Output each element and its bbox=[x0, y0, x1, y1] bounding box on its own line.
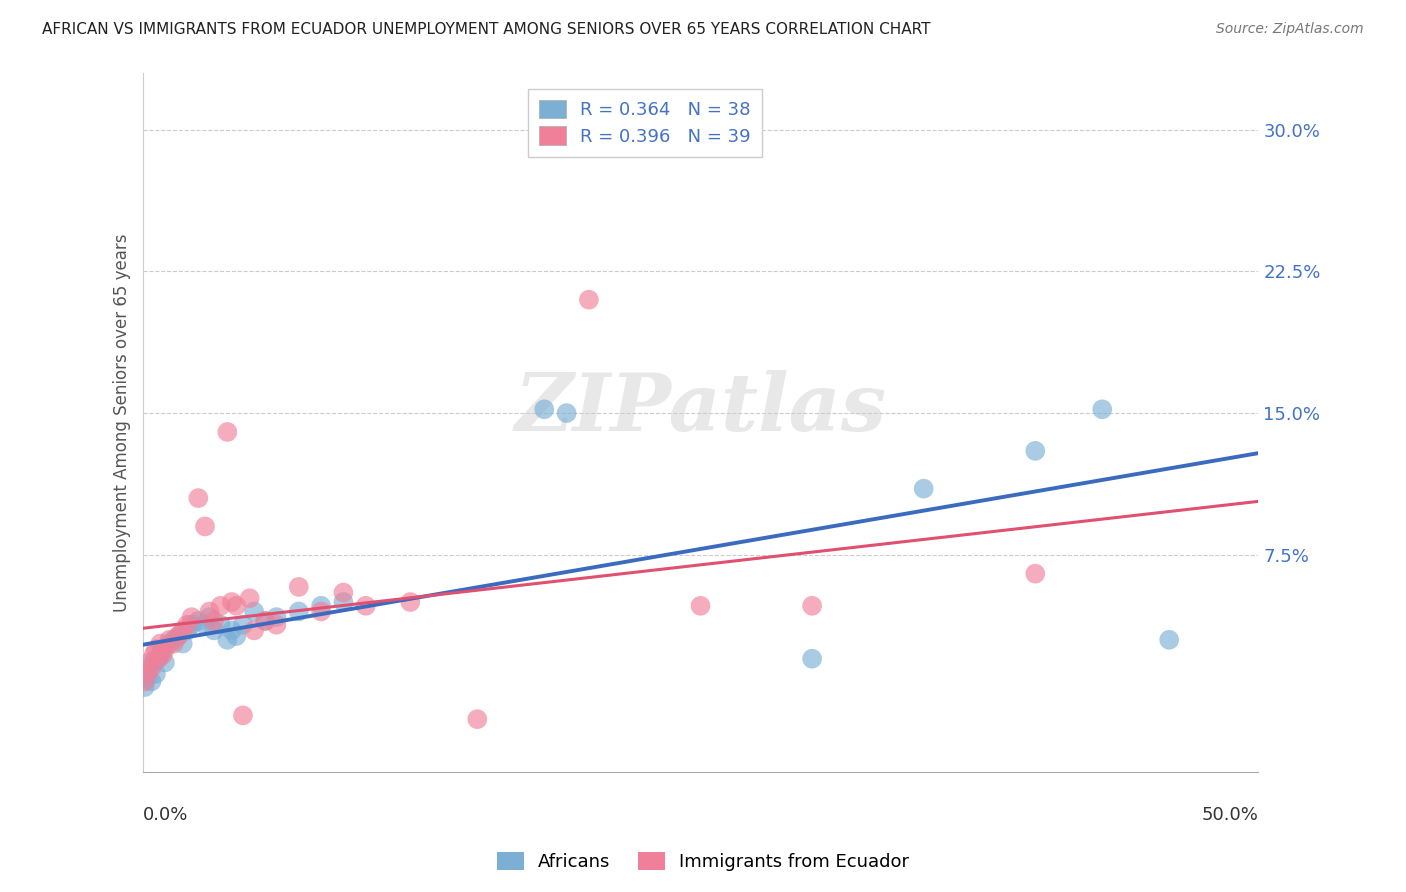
Point bbox=[801, 651, 824, 665]
Point bbox=[287, 580, 309, 594]
Point bbox=[141, 661, 163, 675]
Point bbox=[145, 666, 167, 681]
Point bbox=[578, 293, 600, 307]
Point bbox=[801, 599, 824, 613]
Point bbox=[912, 482, 935, 496]
Point bbox=[134, 680, 156, 694]
Point bbox=[142, 656, 165, 670]
Point bbox=[309, 604, 332, 618]
Point bbox=[176, 617, 198, 632]
Legend: Africans, Immigrants from Ecuador: Africans, Immigrants from Ecuador bbox=[489, 845, 917, 879]
Point bbox=[254, 614, 277, 628]
Point bbox=[232, 708, 254, 723]
Point bbox=[167, 629, 190, 643]
Point bbox=[136, 666, 159, 681]
Point bbox=[399, 595, 422, 609]
Point bbox=[145, 642, 167, 657]
Point bbox=[136, 671, 159, 685]
Point bbox=[146, 651, 169, 665]
Text: 0.0%: 0.0% bbox=[142, 806, 188, 824]
Point bbox=[198, 604, 221, 618]
Point bbox=[239, 591, 262, 606]
Point bbox=[354, 599, 377, 613]
Point bbox=[309, 599, 332, 613]
Point bbox=[187, 491, 209, 505]
Point bbox=[465, 712, 488, 726]
Y-axis label: Unemployment Among Seniors over 65 years: Unemployment Among Seniors over 65 years bbox=[114, 234, 131, 612]
Point bbox=[266, 617, 288, 632]
Point bbox=[153, 656, 176, 670]
Point bbox=[689, 599, 711, 613]
Point bbox=[167, 629, 190, 643]
Point bbox=[187, 614, 209, 628]
Text: Source: ZipAtlas.com: Source: ZipAtlas.com bbox=[1216, 22, 1364, 37]
Text: ZIPatlas: ZIPatlas bbox=[515, 370, 887, 447]
Point bbox=[217, 632, 239, 647]
Point bbox=[1024, 443, 1046, 458]
Point bbox=[1091, 402, 1114, 417]
Point bbox=[141, 674, 163, 689]
Point bbox=[533, 402, 555, 417]
Point bbox=[232, 617, 254, 632]
Text: 50.0%: 50.0% bbox=[1202, 806, 1258, 824]
Point bbox=[221, 624, 243, 638]
Point bbox=[202, 624, 225, 638]
Point bbox=[180, 610, 202, 624]
Point bbox=[180, 617, 202, 632]
Point bbox=[172, 637, 194, 651]
Point bbox=[157, 637, 180, 651]
Point bbox=[146, 651, 169, 665]
Point bbox=[209, 617, 232, 632]
Point bbox=[332, 595, 354, 609]
Point bbox=[217, 425, 239, 439]
Point bbox=[254, 614, 277, 628]
Point bbox=[1024, 566, 1046, 581]
Point bbox=[152, 642, 174, 657]
Point bbox=[163, 632, 186, 647]
Point bbox=[172, 624, 194, 638]
Point bbox=[225, 599, 247, 613]
Point bbox=[555, 406, 578, 420]
Point bbox=[153, 642, 176, 657]
Point bbox=[266, 610, 288, 624]
Point bbox=[142, 648, 165, 662]
Point bbox=[134, 674, 156, 689]
Legend: R = 0.364   N = 38, R = 0.396   N = 39: R = 0.364 N = 38, R = 0.396 N = 39 bbox=[527, 89, 762, 157]
Point bbox=[138, 661, 160, 675]
Point bbox=[209, 599, 232, 613]
Point bbox=[221, 595, 243, 609]
Point bbox=[198, 610, 221, 624]
Point bbox=[225, 629, 247, 643]
Point bbox=[176, 624, 198, 638]
Point bbox=[332, 585, 354, 599]
Point bbox=[152, 648, 174, 662]
Text: AFRICAN VS IMMIGRANTS FROM ECUADOR UNEMPLOYMENT AMONG SENIORS OVER 65 YEARS CORR: AFRICAN VS IMMIGRANTS FROM ECUADOR UNEMP… bbox=[42, 22, 931, 37]
Point bbox=[138, 656, 160, 670]
Point bbox=[149, 637, 172, 651]
Point bbox=[194, 519, 217, 533]
Point bbox=[202, 614, 225, 628]
Point bbox=[243, 624, 266, 638]
Point bbox=[194, 617, 217, 632]
Point bbox=[287, 604, 309, 618]
Point bbox=[149, 648, 172, 662]
Point bbox=[163, 637, 186, 651]
Point bbox=[157, 632, 180, 647]
Point bbox=[1159, 632, 1181, 647]
Point bbox=[243, 604, 266, 618]
